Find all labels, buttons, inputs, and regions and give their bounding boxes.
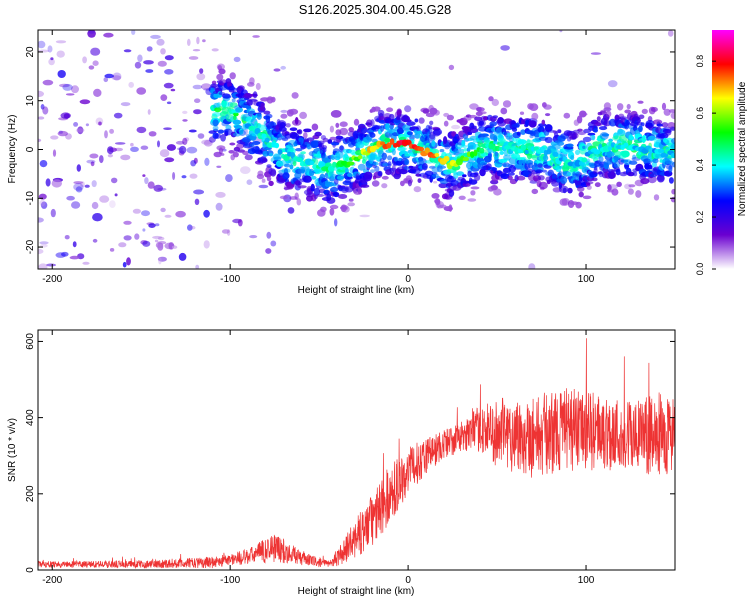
spectrogram-y-tick-label: 20 bbox=[25, 46, 36, 58]
snr-x-tick-label: 100 bbox=[578, 575, 595, 586]
snr-y-tick-label: 400 bbox=[25, 409, 36, 426]
spectrogram-x-tick-label: 0 bbox=[405, 274, 411, 285]
spectrogram-x-tick-label: 100 bbox=[578, 274, 595, 285]
snr-y-tick-label: 600 bbox=[25, 333, 36, 350]
colorbar-tick-label: 0.4 bbox=[695, 159, 705, 172]
colorbar: 0.0 0.2 0.4 0.6 0.8 Normalized spectral ampl… bbox=[695, 30, 748, 275]
spectrogram-blobs bbox=[38, 30, 675, 269]
snr-x-tick-label: -200 bbox=[42, 575, 62, 586]
colorbar-tick-label: 0.8 bbox=[695, 55, 705, 68]
spectrogram-y-axis-label: Frequency (Hz) bbox=[7, 115, 18, 184]
snr-frame bbox=[37, 329, 676, 571]
colorbar-label: Normalized spectral amplitude bbox=[737, 81, 748, 216]
snr-x-axis-label: Height of straight line (km) bbox=[298, 586, 415, 597]
spectrogram-y-tick-label: -20 bbox=[25, 239, 36, 254]
spectrogram-y-tick-label: -10 bbox=[25, 191, 36, 206]
snr-y-tick-label: 0 bbox=[25, 567, 36, 573]
snr-background bbox=[38, 330, 675, 570]
spectrogram-y-ticks: -20 -10 0 10 20 bbox=[25, 46, 675, 254]
snr-series-line bbox=[37, 338, 676, 570]
spectrogram-y-tick-label: 10 bbox=[25, 95, 36, 107]
colorbar-tick-label: 0.6 bbox=[695, 107, 705, 120]
spectrogram-x-tick-label: -200 bbox=[42, 274, 62, 285]
colorbar-ticks: 0.0 0.2 0.4 0.6 0.8 bbox=[695, 55, 716, 275]
chart-title: S126.2025.304.00.45.G28 bbox=[298, 2, 452, 17]
snr-y-axis-label: SNR (10 * v/v) bbox=[7, 418, 18, 482]
snr-y-ticks: 0 200 400 600 bbox=[25, 333, 675, 573]
spectrogram-x-tick-label: -100 bbox=[220, 274, 240, 285]
colorbar-tick-label: 0.0 bbox=[695, 263, 705, 276]
spectrogram-x-ticks: -200 -100 0 100 bbox=[42, 30, 595, 285]
snr-x-tick-label: 0 bbox=[405, 575, 411, 586]
spectrogram-x-axis-label: Height of straight line (km) bbox=[298, 285, 415, 296]
colorbar-tick-label: 0.2 bbox=[695, 211, 705, 224]
snr-x-ticks: -200 -100 0 100 bbox=[42, 330, 595, 586]
snr-panel: -200 -100 0 100 0 200 400 600 Height of straig… bbox=[7, 329, 676, 597]
spectrogram-y-tick-label: 0 bbox=[25, 146, 36, 152]
snr-x-tick-label: -100 bbox=[220, 575, 240, 586]
snr-y-tick-label: 200 bbox=[25, 485, 36, 502]
colorbar-gradient bbox=[712, 30, 734, 269]
